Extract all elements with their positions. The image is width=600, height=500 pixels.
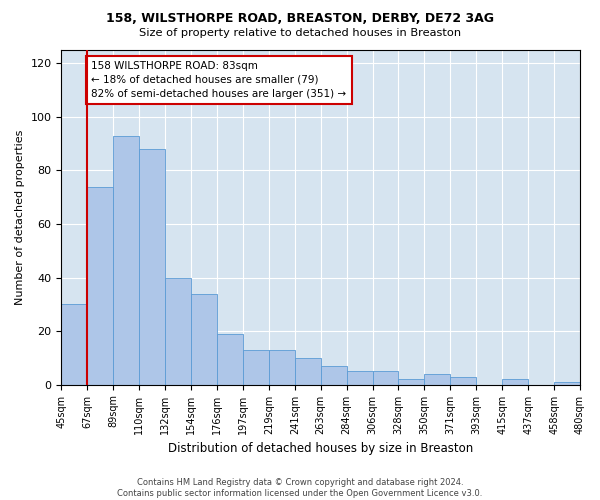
Bar (295, 358, 321, 384)
Bar (502, 380, 528, 384)
Bar (61, 304, 88, 384)
Text: Size of property relative to detached houses in Breaston: Size of property relative to detached ho… (139, 28, 461, 38)
Text: 158, WILSTHORPE ROAD, BREASTON, DERBY, DE72 3AG: 158, WILSTHORPE ROAD, BREASTON, DERBY, D… (106, 12, 494, 26)
Bar (373, 372, 398, 384)
Bar (321, 366, 347, 384)
Bar (398, 380, 424, 384)
Bar (243, 350, 269, 384)
Text: Contains HM Land Registry data © Crown copyright and database right 2024.
Contai: Contains HM Land Registry data © Crown c… (118, 478, 482, 498)
Bar (269, 350, 295, 384)
X-axis label: Distribution of detached houses by size in Breaston: Distribution of detached houses by size … (168, 442, 473, 455)
Bar (424, 374, 451, 384)
Y-axis label: Number of detached properties: Number of detached properties (15, 130, 25, 305)
Bar (217, 334, 243, 384)
Bar (113, 136, 139, 384)
Bar (88, 186, 113, 384)
Bar (139, 149, 165, 384)
Bar (191, 294, 217, 384)
Bar (165, 278, 191, 384)
Text: 158 WILSTHORPE ROAD: 83sqm
← 18% of detached houses are smaller (79)
82% of semi: 158 WILSTHORPE ROAD: 83sqm ← 18% of deta… (91, 60, 346, 98)
Bar (451, 376, 476, 384)
Bar (347, 372, 373, 384)
Bar (554, 382, 580, 384)
